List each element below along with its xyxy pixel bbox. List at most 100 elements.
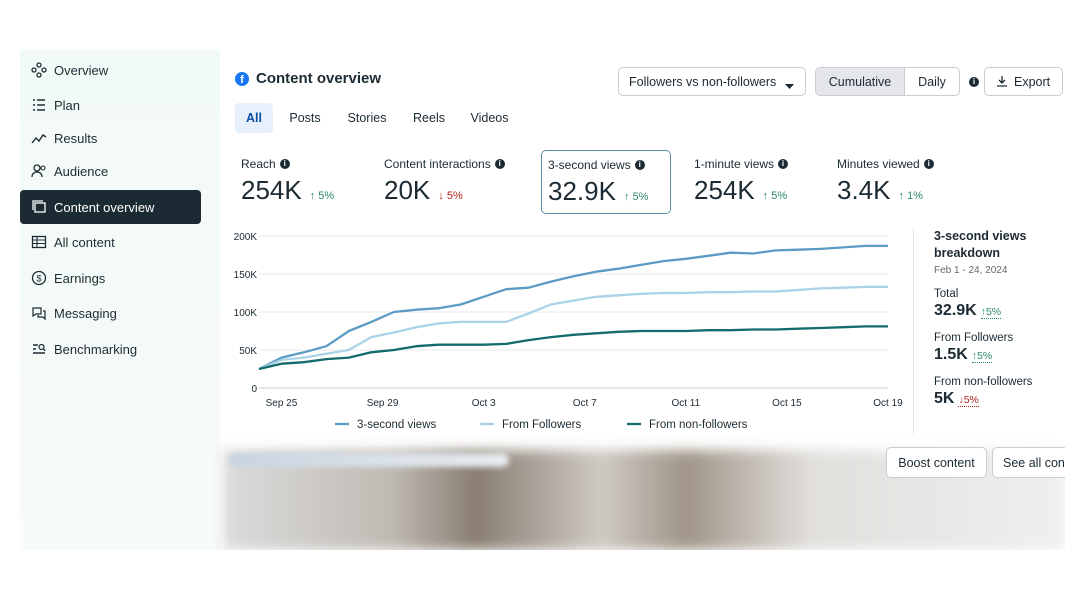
series-line-1	[258, 285, 888, 371]
tab-label: Reels	[413, 111, 445, 125]
tab-label: Videos	[470, 111, 509, 125]
tab-all[interactable]: All	[235, 103, 273, 133]
breakdown-non-followers-label: From non-followers	[934, 376, 1033, 388]
breakdown-title: 3-second views breakdown	[934, 229, 1027, 260]
app-frame: Overview Plan Results Audience Content o…	[20, 50, 1065, 550]
info-icon[interactable]: i	[494, 159, 505, 169]
breakdown-followers-value: 1.5K ↑5%	[934, 346, 993, 363]
results-icon	[30, 129, 48, 147]
sidebar-item-plan[interactable]: Plan	[20, 88, 201, 122]
toggle-cumulative[interactable]: Cumulative	[816, 68, 905, 95]
tab-reels[interactable]: Reels	[409, 103, 449, 133]
breakdown-followers-change: ↑5%	[971, 350, 993, 363]
x-tick-label: Sep 29	[367, 398, 399, 409]
see-all-content-button[interactable]: See all cont	[992, 447, 1065, 478]
info-icon[interactable]: i	[969, 77, 979, 87]
sidebar-item-benchmarking[interactable]: Benchmarking	[20, 332, 201, 366]
metric-change: ↑ 5%	[762, 190, 788, 202]
sidebar-item-label: Audience	[54, 163, 109, 179]
breakdown-total-change: ↑5%	[980, 306, 1002, 319]
messaging-icon	[30, 304, 48, 322]
metric-minutes-viewed[interactable]: Minutes viewed i 3.4K ↑ 1%	[837, 150, 967, 214]
sidebar-item-label: Messaging	[54, 305, 117, 321]
sidebar-item-results[interactable]: Results	[20, 121, 201, 155]
metric-1-minute-views[interactable]: 1-minute views i 254K ↑ 5%	[694, 150, 824, 214]
sidebar-item-audience[interactable]: Audience	[20, 154, 201, 188]
breakdown-followers-label: From Followers	[934, 332, 1014, 344]
content-overview-icon	[30, 198, 48, 216]
x-tick-label: Sep 25	[266, 398, 298, 409]
x-tick-label: Oct 7	[573, 398, 597, 409]
tab-videos[interactable]: Videos	[467, 103, 512, 133]
sidebar: Overview Plan Results Audience Content o…	[20, 50, 220, 550]
metric-label: Minutes viewed i	[837, 157, 967, 171]
boost-content-button[interactable]: Boost content	[886, 447, 987, 478]
info-icon[interactable]: i	[279, 159, 290, 169]
earnings-icon: $	[30, 269, 48, 287]
metric-change: ↑ 5%	[309, 190, 335, 202]
metric-value: 254K ↑ 5%	[694, 175, 788, 205]
metric-change: ↑ 1%	[898, 190, 923, 202]
metric-3-second-views[interactable]: 3-second views i 32.9K ↑ 5%	[541, 150, 671, 214]
tab-label: Stories	[347, 111, 387, 125]
sidebar-item-content-overview[interactable]: Content overview	[20, 190, 201, 224]
metric-content-interactions[interactable]: Content interactions i 20K ↓ 5%	[384, 150, 529, 214]
sidebar-item-earnings[interactable]: $ Earnings	[20, 261, 201, 295]
tab-posts[interactable]: Posts	[285, 103, 325, 133]
metric-label: 3-second views i	[548, 158, 670, 172]
breakdown-non-followers-change: ↓5%	[958, 394, 979, 407]
breakdown-total-label: Total	[934, 288, 959, 300]
metric-reach[interactable]: Reach i 254K ↑ 5%	[241, 150, 371, 214]
sidebar-item-messaging[interactable]: Messaging	[20, 296, 201, 330]
main-panel: f Content overview Followers vs non-foll…	[223, 50, 1065, 550]
sidebar-item-label: Content overview	[54, 199, 155, 215]
y-tick-label: 200K	[234, 232, 258, 243]
metric-change: ↓ 5%	[438, 190, 463, 202]
info-icon[interactable]: i	[634, 160, 645, 170]
export-button[interactable]: Export	[984, 67, 1063, 96]
line-chart: 0 50K 100K 150K 200K Sep 25 Sep 29 Oct 3 Oct 7 Oc…	[234, 232, 904, 431]
x-tick-label: Oct 19	[873, 398, 903, 409]
tab-label: Posts	[289, 111, 321, 125]
x-tick-label: Oct 3	[472, 398, 496, 409]
cumulative-daily-toggle: Cumulative Daily	[815, 67, 960, 96]
breakdown-non-followers-value: 5K ↓5%	[934, 390, 979, 407]
x-tick-label: Oct 15	[772, 398, 802, 409]
sidebar-item-label: Benchmarking	[54, 341, 138, 357]
metric-label: 1-minute views i	[694, 157, 824, 171]
info-icon[interactable]: i	[778, 159, 789, 169]
x-tick-label: Oct 11	[671, 398, 700, 409]
tab-stories[interactable]: Stories	[343, 103, 391, 133]
metric-value: 20K ↓ 5%	[384, 175, 463, 205]
breakdown-date-range: Feb 1 - 24, 2024	[934, 265, 1008, 276]
y-tick-label: 50K	[239, 346, 257, 357]
info-icon[interactable]: i	[923, 159, 934, 169]
svg-text:$: $	[36, 274, 41, 284]
legend-label: 3-second views	[357, 419, 437, 431]
metric-value: 32.9K ↑ 5%	[548, 176, 649, 206]
tab-label: All	[246, 111, 262, 125]
series-line-2	[258, 325, 888, 371]
see-all-content-label: See all cont	[1003, 455, 1065, 470]
export-label: Export	[1014, 74, 1051, 89]
audience-filter-value: Followers vs non-followers	[629, 74, 777, 89]
sidebar-item-label: Results	[54, 130, 98, 146]
metric-label: Reach i	[241, 157, 371, 171]
breakdown-total-value: 32.9K ↑5%	[934, 302, 1002, 319]
sidebar-item-overview[interactable]: Overview	[20, 53, 201, 87]
sidebar-item-label: Overview	[54, 62, 109, 78]
toggle-cumulative-label: Cumulative	[828, 74, 892, 89]
all-content-icon	[30, 233, 48, 251]
facebook-logo-icon: f	[235, 71, 249, 86]
sidebar-item-all-content[interactable]: All content	[20, 225, 201, 259]
audience-filter-select[interactable]: Followers vs non-followers	[618, 67, 806, 96]
sidebar-item-label: Plan	[54, 97, 81, 113]
metric-value: 3.4K ↑ 1%	[837, 175, 923, 205]
overview-icon	[30, 61, 48, 79]
y-tick-label: 150K	[234, 270, 258, 281]
audience-icon	[30, 162, 48, 180]
toggle-daily[interactable]: Daily	[905, 68, 959, 95]
metric-change: ↑ 5%	[623, 191, 649, 203]
legend-label: From non-followers	[649, 419, 748, 431]
sidebar-item-label: All content	[54, 234, 115, 250]
